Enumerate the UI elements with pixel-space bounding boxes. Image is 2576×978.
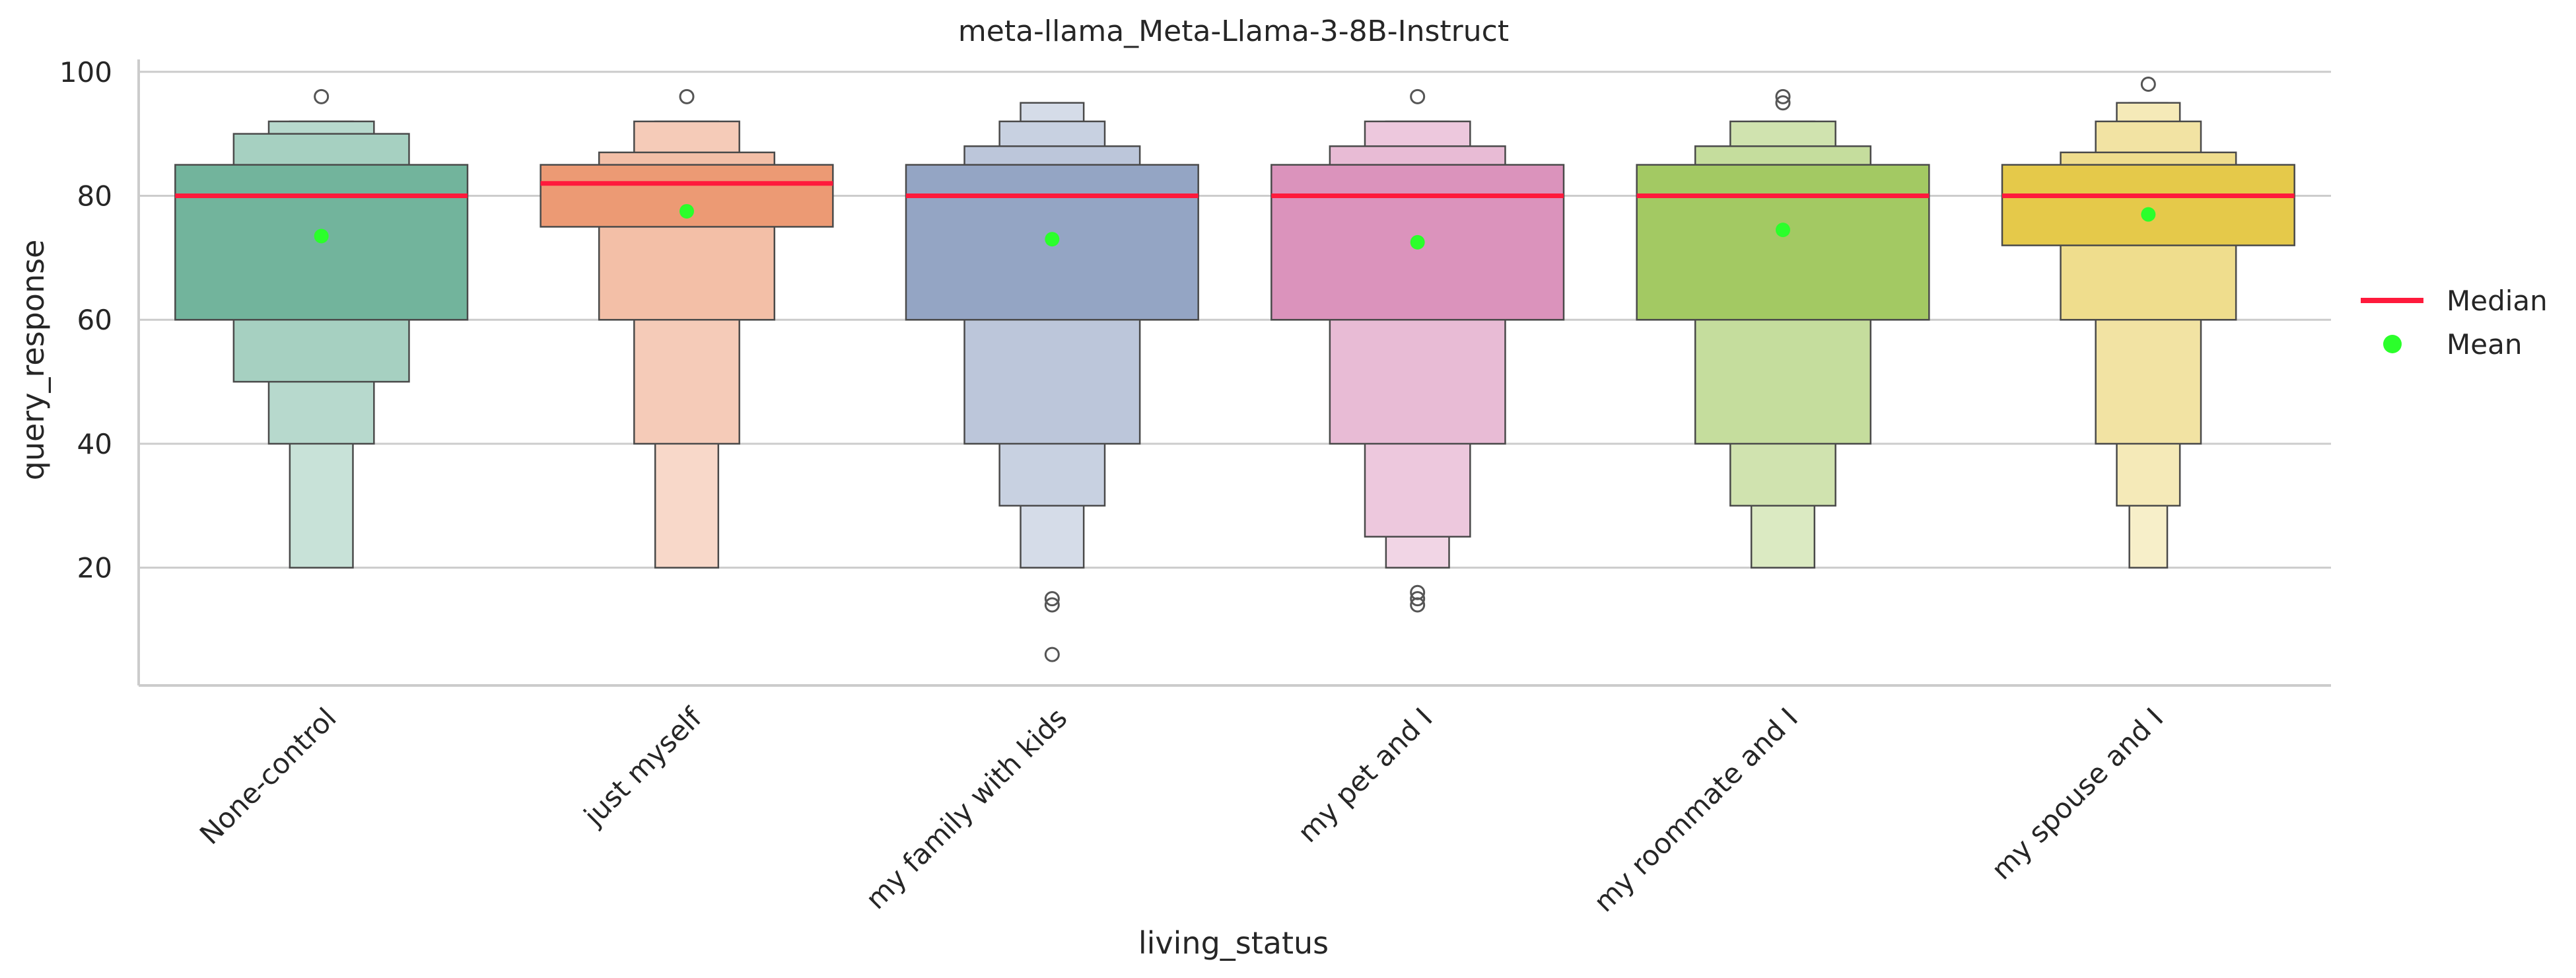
outlier-point (1044, 591, 1060, 607)
y-tick-label: 40 (77, 428, 112, 460)
outlier-point (1410, 88, 1426, 104)
outlier-point (1410, 597, 1426, 613)
outlier-point (1775, 88, 1791, 104)
y-tick-label: 60 (77, 304, 112, 336)
legend-median-label: Median (2447, 285, 2548, 317)
outlier-point (679, 88, 695, 104)
x-axis-label: living_status (1138, 925, 1329, 961)
box-group-my-pet-and-i (1271, 88, 1565, 613)
outlier-point (1775, 95, 1791, 111)
box-group-my-family-with-kids (905, 102, 1199, 662)
axes (137, 59, 2331, 687)
box-level-0 (1636, 164, 1930, 321)
outlier-point (2140, 77, 2156, 92)
x-tick-label: my roommate and I (1587, 701, 1804, 918)
mean-marker (1045, 232, 1060, 247)
x-tick-labels: None-control just myself my family with ki… (193, 701, 2169, 919)
mean-marker (2141, 207, 2156, 222)
y-tick-label: 20 (77, 552, 112, 584)
legend-mean-swatch (2383, 335, 2402, 353)
box-group-just-myself (540, 88, 834, 569)
gridlines (139, 71, 2331, 569)
y-tick-label: 100 (59, 56, 112, 88)
x-tick-label: my pet and I (1292, 701, 1439, 849)
outlier-point (1410, 591, 1426, 607)
y-tick-labels: 20 40 60 80 100 (59, 56, 112, 584)
x-tick-label: my spouse and I (1985, 701, 2169, 886)
box-group-my-spouse-and-i (2001, 77, 2295, 569)
x-tick-label: my family with kids (859, 701, 1073, 915)
outlier-point (1044, 597, 1060, 613)
x-tick-label: just myself (577, 701, 709, 833)
x-tick-label: None-control (193, 701, 343, 851)
outlier-point (314, 88, 330, 104)
chart-title: meta-llama_Meta-Llama-3-8B-Instruct (958, 15, 1509, 48)
mean-marker (1410, 234, 1425, 250)
box-group-none-control (174, 88, 469, 569)
outlier-point (1044, 646, 1060, 662)
y-tick-label: 80 (77, 180, 112, 212)
mean-marker (679, 203, 694, 219)
box-group-my-roommate-and-i (1636, 88, 1930, 569)
y-axis-label: query_response (15, 240, 51, 481)
mean-marker (314, 228, 329, 244)
boxen-series (174, 77, 2295, 662)
box-level-0 (2001, 164, 2295, 246)
legend-mean-label: Mean (2447, 328, 2522, 361)
mean-marker (1776, 223, 1790, 238)
legend: Median Mean (2361, 285, 2548, 361)
